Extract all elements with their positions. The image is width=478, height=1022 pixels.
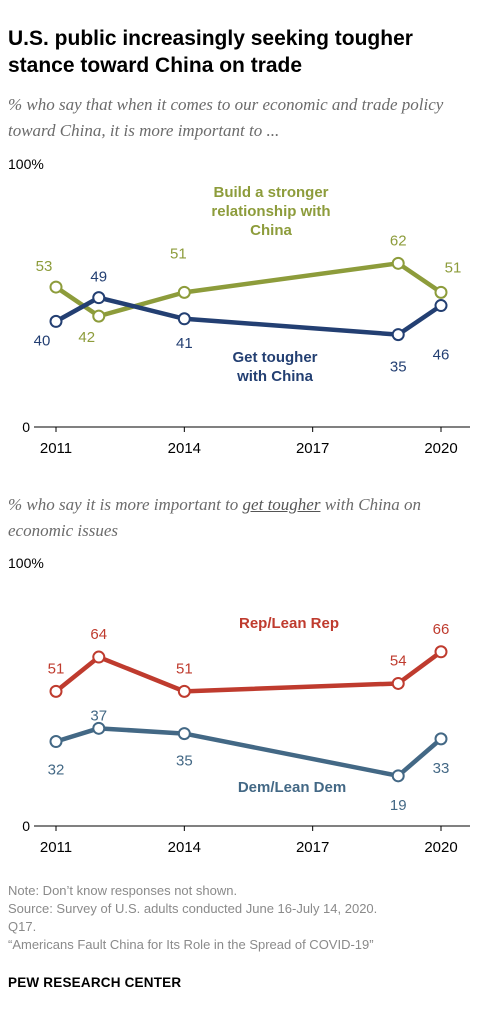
data-label: 62 — [390, 232, 407, 249]
data-point — [391, 328, 405, 342]
data-point — [391, 676, 405, 690]
x-tick-label: 2014 — [168, 440, 201, 457]
data-point — [434, 299, 448, 313]
y-max-label: 100% — [8, 156, 44, 172]
data-point — [92, 291, 106, 305]
data-point — [49, 314, 63, 328]
note-line: Note: Don’t know responses not shown. — [8, 883, 238, 898]
data-point — [177, 312, 191, 326]
chart2-subtitle-emphasis: get tougher — [242, 495, 321, 514]
x-tick-label: 2020 — [424, 839, 457, 856]
x-tick-label: 2011 — [40, 440, 72, 457]
x-tick-label: 2017 — [296, 440, 329, 457]
series-label: Dem/Lean Dem — [238, 779, 346, 796]
series-line-1 — [53, 295, 444, 337]
data-label: 41 — [176, 335, 193, 352]
data-point — [92, 650, 106, 664]
data-label: 66 — [433, 621, 450, 638]
y-min-label: 0 — [22, 419, 30, 435]
chart1-subtitle: % who say that when it comes to our econ… — [8, 95, 444, 140]
data-point — [49, 280, 63, 294]
chart2-subtitle-post: with China on economic issues — [8, 495, 422, 540]
data-label: 42 — [78, 329, 95, 346]
chart1-line-chart: 100% 0 2011 2014 2017 2020 53 42 51 62 51 40 49 41 35 4… — [8, 156, 470, 457]
data-point — [177, 727, 191, 741]
series-line-0 — [53, 261, 444, 319]
question-line: Q17. — [8, 919, 37, 934]
series-label: Rep/Lean Rep — [239, 615, 339, 632]
data-label: 51 — [48, 660, 65, 677]
data-point — [434, 645, 448, 659]
data-point — [49, 684, 63, 698]
data-point — [92, 309, 106, 323]
chart2-line-chart: 100% 0 2011 2014 2017 2020 51 64 51 54 66 32 37 35 19 3… — [8, 555, 470, 856]
data-label: 54 — [390, 652, 407, 669]
series-line-1 — [53, 726, 444, 779]
source-line: Source: Survey of U.S. adults conducted … — [8, 901, 378, 916]
data-point — [177, 684, 191, 698]
series-line-0 — [53, 649, 444, 694]
notes: Note: Don’t know responses not shown. So… — [8, 882, 473, 954]
data-point — [49, 735, 63, 749]
y-min-label: 0 — [22, 818, 30, 834]
chart2-subtitle: % who say it is more important to get to… — [8, 492, 473, 544]
chart2-subtitle-pre: % who say it is more important to — [8, 495, 243, 514]
data-point — [434, 732, 448, 746]
data-label: 51 — [445, 259, 462, 276]
data-point — [391, 256, 405, 270]
data-label: 33 — [433, 760, 450, 777]
data-label: 51 — [176, 660, 193, 677]
data-label: 46 — [433, 347, 450, 364]
brand-logo-text: PEW RESEARCH CENTER — [8, 975, 182, 990]
data-point — [177, 285, 191, 299]
data-label: 32 — [48, 762, 65, 779]
report-title-line: “Americans Fault China for Its Role in t… — [8, 937, 374, 952]
data-point — [391, 769, 405, 783]
data-point — [92, 721, 106, 735]
x-tick-label: 2017 — [296, 839, 329, 856]
data-label: 35 — [390, 359, 407, 376]
x-tick-label: 2020 — [424, 440, 457, 457]
series-label: Build a stronger relationship with China — [211, 184, 330, 239]
data-point — [434, 285, 448, 299]
data-label: 35 — [176, 753, 193, 770]
data-label: 53 — [36, 258, 53, 275]
series-label: Get tougher with China — [233, 349, 318, 385]
data-label: 40 — [34, 332, 51, 349]
x-tick-label: 2011 — [40, 839, 72, 856]
data-label: 37 — [90, 707, 107, 724]
data-label: 51 — [170, 245, 187, 262]
data-label: 19 — [390, 797, 407, 814]
x-tick-label: 2014 — [168, 839, 201, 856]
data-label: 49 — [90, 269, 107, 286]
data-label: 64 — [90, 626, 107, 643]
y-max-label: 100% — [8, 555, 44, 571]
page-title: U.S. public increasingly seeking tougher… — [8, 27, 413, 77]
